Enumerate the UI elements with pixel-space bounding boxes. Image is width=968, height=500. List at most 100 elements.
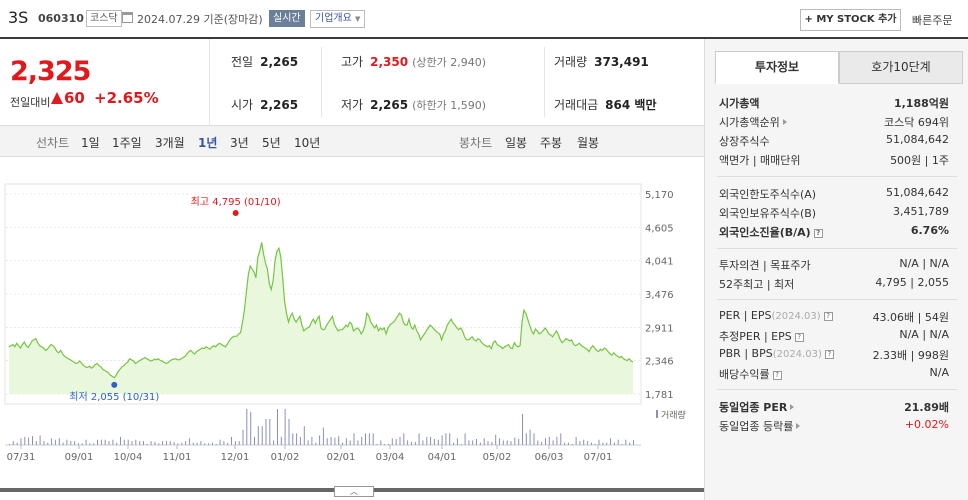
- opinion-label: 투자의견 | 목표주가: [719, 259, 811, 272]
- volume-bar: [223, 441, 225, 445]
- price-chart[interactable]: 5,170 4,605 4,041 3,476 2,911 2,346 1,781 최고 4,…: [0, 157, 704, 500]
- volume-bar: [288, 419, 290, 445]
- open-value: 2,265: [260, 98, 299, 112]
- day-low-value: 2,265: [370, 98, 409, 112]
- volume-bar: [430, 436, 432, 445]
- volume-bar: [468, 440, 470, 445]
- volume-bar: [315, 442, 317, 445]
- volume-bar: [143, 441, 144, 445]
- volume-bar: [372, 433, 374, 445]
- tab-orderbook-10[interactable]: 호가10단계: [839, 51, 963, 84]
- day-high-label: 고가: [341, 55, 364, 69]
- candle-monthly[interactable]: 월봉: [577, 136, 600, 150]
- realtime-button[interactable]: 실시간: [269, 10, 305, 27]
- pbr-period: (2024.03): [772, 349, 822, 360]
- candle-weekly[interactable]: 주봉: [540, 136, 563, 150]
- volume-bar: [499, 438, 500, 445]
- volume-bar: [322, 427, 324, 445]
- upper-limit: (상한가 2,940): [412, 56, 486, 69]
- volume-bar: [575, 436, 577, 445]
- tab-investment-info[interactable]: 투자정보: [715, 51, 839, 84]
- foreign-limit-label: 외국인한도주식수(A): [719, 188, 817, 201]
- volume-bar: [123, 439, 125, 445]
- volume-bar: [208, 443, 210, 445]
- volume-bar: [192, 442, 194, 445]
- period-1w[interactable]: 1주일: [112, 136, 142, 150]
- high-marker: [232, 210, 239, 216]
- period-3m[interactable]: 3개월: [155, 136, 185, 150]
- day-high: 고가 2,350 (상한가 2,940): [341, 53, 486, 70]
- trade-amount: 거래대금 864 백만: [554, 96, 656, 113]
- chart-resize-handle[interactable]: ︿: [334, 486, 374, 497]
- volume-bar: [502, 440, 504, 445]
- par-value-value: 500원 | 1주: [890, 154, 949, 167]
- company-overview-dropdown[interactable]: 기업개요 ▼: [310, 10, 366, 28]
- volume-bar: [479, 442, 481, 445]
- volume-bar: [257, 426, 259, 445]
- volume-bar: [292, 433, 294, 445]
- volume-bar: [43, 441, 45, 445]
- period-5y[interactable]: 5년: [262, 136, 281, 150]
- quote-date: 2024.07.29 기준(장마감): [137, 13, 263, 26]
- quick-order-link[interactable]: 빠른주문: [912, 14, 953, 27]
- y-tick-label: 4,041: [645, 257, 674, 268]
- period-3y[interactable]: 3년: [230, 136, 249, 150]
- volume: 거래량 373,491: [554, 53, 649, 70]
- period-10y[interactable]: 10년: [294, 136, 321, 150]
- candle-daily[interactable]: 일봉: [505, 136, 528, 150]
- volume-bar: [127, 439, 129, 445]
- industry-change-label[interactable]: 동일업종 등락률: [719, 418, 801, 434]
- volume-bar: [177, 443, 179, 445]
- info-row: 시가총액 1,188억원: [719, 95, 949, 112]
- market-cap-rank-label[interactable]: 시가총액순위: [719, 114, 787, 130]
- volume-bar: [426, 436, 428, 445]
- high-label: 최고 4,795 (01/10): [191, 196, 281, 208]
- help-icon[interactable]: ?: [794, 333, 804, 342]
- volume-bar: [460, 444, 462, 445]
- volume-bar: [319, 435, 321, 445]
- dividend-text: 배당수익률: [719, 368, 770, 381]
- foreign-ratio-value: 6.76%: [910, 224, 949, 237]
- volume-bar: [594, 444, 596, 445]
- add-mystock-button[interactable]: + MY STOCK 추가: [800, 9, 901, 31]
- period-1d[interactable]: 1일: [81, 136, 100, 150]
- volume-bar: [330, 436, 332, 445]
- foreign-ratio-text: 외국인소진율(B/A): [719, 226, 811, 239]
- help-icon[interactable]: ?: [824, 350, 834, 359]
- volume-bar: [39, 435, 41, 445]
- volume-bar: [277, 409, 278, 445]
- volume-bar: [610, 438, 611, 445]
- market-cap-label: 시가총액: [719, 97, 760, 110]
- per-text: PER | EPS: [719, 309, 772, 322]
- volume-bar: [483, 438, 485, 445]
- price-box: 2,325 전일대비 60 +2.65%: [0, 39, 210, 125]
- opinion-value: N/A | N/A: [899, 257, 949, 270]
- volume-bar: [62, 442, 64, 445]
- help-icon[interactable]: ?: [823, 312, 833, 321]
- volume-bar: [541, 441, 543, 445]
- market-cap-rank-text: 시가총액순위: [719, 116, 780, 129]
- divider: [717, 248, 957, 249]
- volume-bar: [16, 442, 18, 445]
- est-per-label: 추정PER | EPS?: [719, 328, 804, 344]
- volume-bar: [181, 442, 183, 445]
- industry-per-label[interactable]: 동일업종 PER: [719, 399, 795, 415]
- period-1y[interactable]: 1년: [198, 136, 218, 150]
- header-divider: [0, 37, 968, 39]
- plus-icon: +: [804, 14, 817, 25]
- volume-bar: [66, 439, 68, 445]
- pbr-text: PBR | BPS: [719, 347, 773, 360]
- volume-bar: [51, 438, 53, 445]
- volume-bar: [9, 444, 10, 445]
- volume-bar: [162, 441, 164, 445]
- volume-bar: [28, 437, 30, 445]
- volume-bar: [422, 440, 424, 445]
- volume-bar: [533, 433, 535, 445]
- help-icon[interactable]: ?: [813, 229, 823, 238]
- caret-right-icon: [796, 423, 801, 429]
- open-label: 시가: [231, 98, 254, 112]
- help-icon[interactable]: ?: [772, 371, 782, 380]
- info-row: 시가총액순위 코스닥 694위: [719, 114, 949, 131]
- divider: [717, 176, 957, 177]
- volume-bar: [510, 441, 512, 445]
